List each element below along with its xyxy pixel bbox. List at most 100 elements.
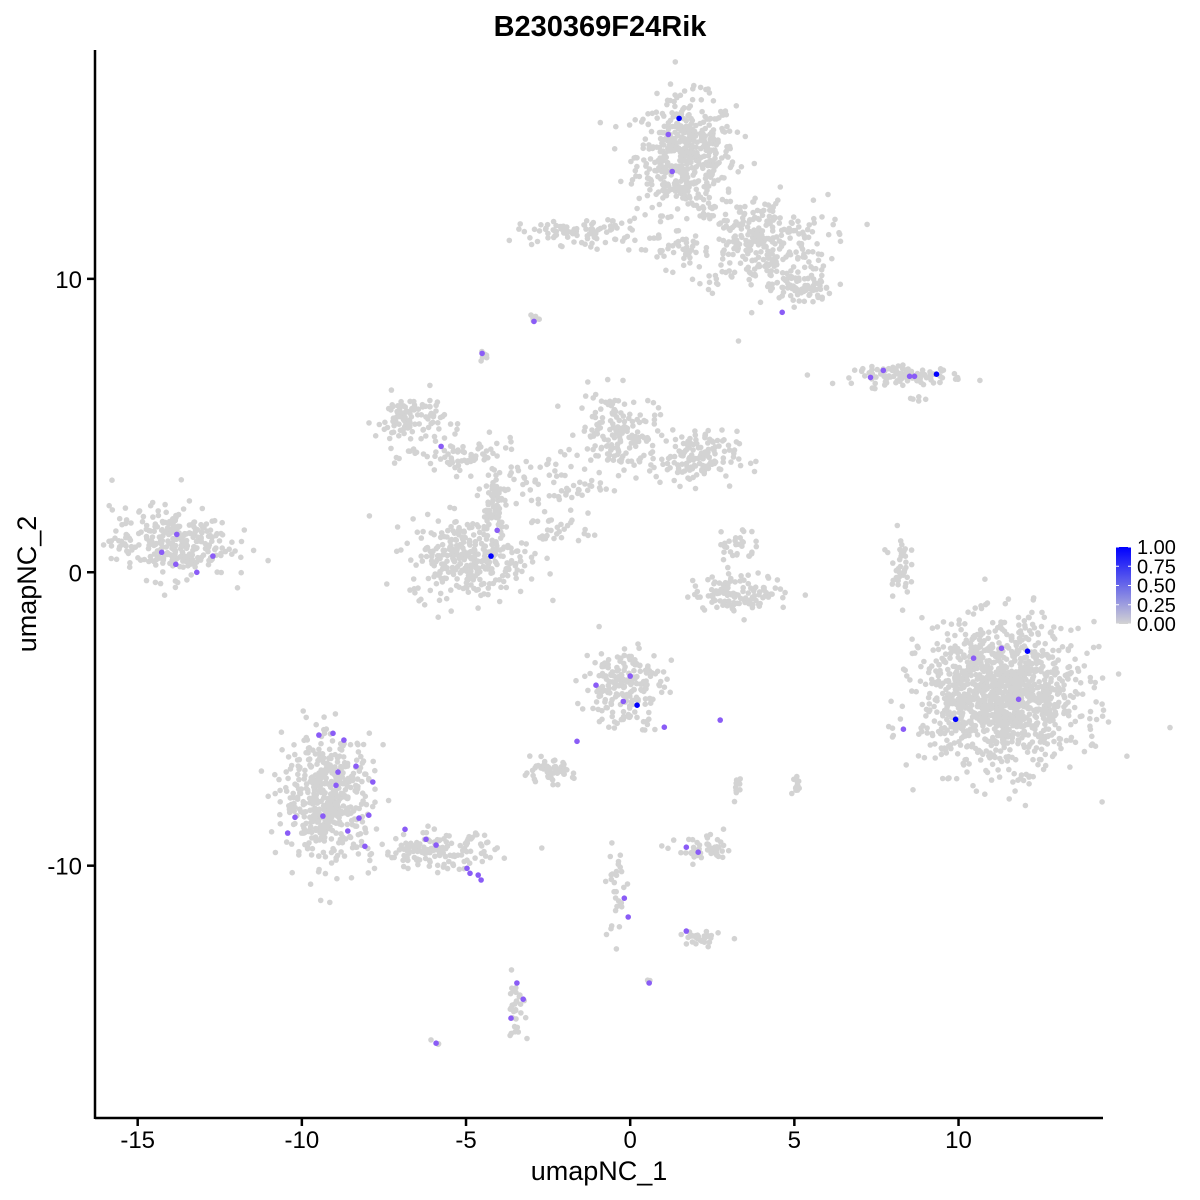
cell-point — [645, 663, 651, 669]
cell-point — [612, 397, 618, 404]
cell-point — [152, 541, 159, 548]
cell-point — [684, 463, 690, 470]
cell-point — [740, 253, 746, 260]
cell-point — [954, 374, 961, 381]
cell-point — [683, 236, 689, 243]
cell-point — [321, 730, 328, 737]
expressed-cell-point — [194, 569, 200, 576]
cell-point — [127, 560, 133, 566]
cell-point — [646, 142, 652, 148]
cell-point — [146, 527, 152, 534]
cell-point — [718, 262, 724, 268]
cell-point — [277, 811, 283, 818]
cell-point — [218, 552, 224, 559]
cell-point — [695, 594, 701, 600]
cell-point — [951, 370, 958, 377]
cell-point — [496, 505, 503, 512]
cell-point — [483, 448, 490, 454]
cell-point — [1002, 600, 1009, 607]
cell-point — [951, 710, 958, 716]
cell-point — [712, 597, 718, 604]
cell-point — [550, 234, 557, 241]
cell-point — [328, 778, 335, 785]
cell-point — [722, 153, 729, 159]
cell-point — [765, 573, 771, 580]
cell-point — [488, 446, 494, 453]
cell-point — [555, 494, 562, 500]
cell-point — [995, 654, 1002, 660]
cell-point — [897, 563, 904, 570]
cell-point — [1050, 730, 1057, 736]
cell-point — [977, 656, 984, 663]
cell-point — [942, 651, 949, 657]
cell-point — [805, 249, 812, 255]
cell-point — [442, 563, 448, 569]
cell-point — [908, 547, 915, 553]
cell-point — [1071, 704, 1078, 711]
cell-point — [724, 592, 731, 599]
cell-point — [420, 426, 427, 433]
cell-point — [431, 467, 438, 473]
cell-point — [465, 572, 472, 579]
cell-point — [711, 116, 718, 122]
cell-point — [149, 534, 156, 540]
cell-point — [825, 231, 832, 238]
cell-point — [900, 666, 907, 672]
cell-point — [988, 742, 995, 749]
cell-point — [122, 505, 129, 511]
cell-point — [344, 821, 351, 828]
cell-point — [978, 688, 985, 694]
cell-point — [484, 509, 490, 515]
cell-point — [968, 702, 975, 708]
cell-point — [379, 841, 386, 848]
cell-point — [425, 823, 431, 829]
cell-point — [123, 543, 129, 549]
cell-point — [546, 493, 553, 499]
cell-point — [819, 214, 825, 220]
cell-point — [288, 762, 295, 769]
cell-point — [1011, 699, 1017, 705]
cell-point — [655, 173, 661, 180]
cell-point — [654, 428, 661, 434]
cell-point — [476, 529, 483, 536]
cell-point — [655, 405, 662, 411]
cell-point — [528, 554, 535, 561]
cell-point — [693, 437, 699, 443]
cell-point — [513, 500, 519, 507]
cell-point — [422, 855, 429, 862]
cell-point — [709, 171, 715, 178]
cell-point — [721, 247, 727, 253]
cell-point — [528, 576, 535, 582]
cell-point — [663, 267, 669, 274]
cell-point — [564, 522, 571, 529]
cell-point — [945, 677, 952, 684]
cell-point — [1026, 781, 1032, 787]
cell-point — [914, 377, 921, 384]
cell-point — [695, 445, 702, 451]
cell-point — [670, 837, 677, 843]
cell-point — [953, 701, 960, 708]
cell-point — [633, 680, 640, 687]
cell-point — [1017, 720, 1023, 726]
cell-point — [1045, 696, 1051, 702]
cell-point — [448, 608, 455, 614]
cell-point — [1001, 744, 1007, 751]
cell-point — [393, 850, 399, 856]
cell-point — [1050, 670, 1057, 676]
cell-point — [611, 453, 618, 459]
cell-point — [788, 268, 794, 274]
cell-point — [635, 641, 641, 647]
cell-point — [1091, 618, 1097, 625]
cell-point — [634, 429, 641, 435]
cell-point — [509, 549, 515, 556]
cell-point — [206, 557, 212, 564]
cell-point — [728, 273, 734, 279]
cell-point — [944, 727, 950, 733]
cell-point — [573, 677, 579, 684]
cell-point — [1033, 714, 1040, 721]
cell-point — [322, 854, 329, 860]
cell-point — [989, 705, 995, 711]
cell-point — [612, 895, 619, 901]
cell-point — [1025, 614, 1032, 621]
cell-point — [677, 483, 683, 490]
